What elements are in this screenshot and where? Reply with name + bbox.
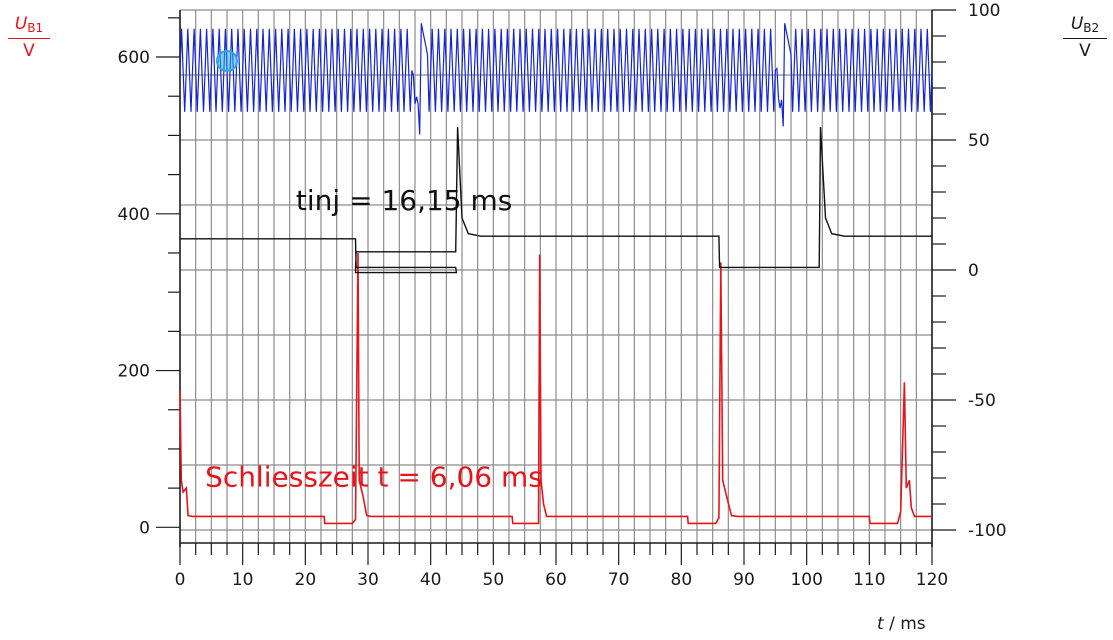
right-tick-label: -50 xyxy=(968,391,996,411)
x-axis-label: t / ms xyxy=(877,614,926,634)
axes: 0 10 20 30 40 50 60 70 80 90 100 110 120 0 200 400 600 -1… xyxy=(118,1,1007,590)
x-tick-label: 40 xyxy=(420,570,442,590)
right-axis-subscript: B2 xyxy=(1083,21,1100,35)
x-tick-label: 30 xyxy=(357,570,379,590)
left-tick-label: 400 xyxy=(118,205,150,225)
x-tick-label: 90 xyxy=(733,570,755,590)
right-axis-variable: U xyxy=(1070,14,1084,34)
left-tick-label: 200 xyxy=(118,362,150,382)
right-tick-label: 50 xyxy=(968,131,990,151)
x-tick-label: 110 xyxy=(853,570,885,590)
x-tick-label: 120 xyxy=(916,570,948,590)
left-axis-label: UB1 V xyxy=(8,14,50,61)
x-tick-label: 100 xyxy=(790,570,822,590)
x-tick-label: 10 xyxy=(232,570,254,590)
data-series xyxy=(179,23,933,525)
cursor-marker xyxy=(216,49,238,72)
series-ub2-trace xyxy=(180,126,932,274)
x-tick-label: 70 xyxy=(608,570,630,590)
annotation-injection-time: tinj = 16,15 ms xyxy=(296,184,512,217)
right-axis-label: UB2 V xyxy=(1063,14,1107,61)
x-tick-label: 50 xyxy=(483,570,505,590)
right-tick-label: -100 xyxy=(968,521,1007,541)
left-axis-fraction-bar xyxy=(8,38,50,39)
right-axis-fraction-bar xyxy=(1063,38,1107,39)
x-tick-label: 80 xyxy=(671,570,693,590)
left-axis-variable: U xyxy=(14,14,28,34)
x-axis-unit: / ms xyxy=(883,614,926,634)
x-tick-label: 20 xyxy=(295,570,317,590)
annotations: tinj = 16,15 ms Schliesszeit t = 6,06 ms xyxy=(205,184,543,494)
series-high-voltage-trace xyxy=(179,23,933,135)
left-axis-subscript: B1 xyxy=(27,21,44,35)
annotation-dwell-time: Schliesszeit t = 6,06 ms xyxy=(205,461,543,494)
series-ub1-trace xyxy=(179,252,932,525)
x-tick-label: 0 xyxy=(175,570,186,590)
left-tick-label: 600 xyxy=(118,48,150,68)
x-axis-variable: t xyxy=(877,614,884,634)
left-tick-label: 0 xyxy=(139,518,150,538)
left-axis-unit: V xyxy=(23,41,35,61)
right-axis-unit: V xyxy=(1079,41,1091,61)
x-tick-label: 60 xyxy=(545,570,567,590)
right-tick-label: 0 xyxy=(968,261,979,281)
right-tick-label: 100 xyxy=(968,1,1000,21)
